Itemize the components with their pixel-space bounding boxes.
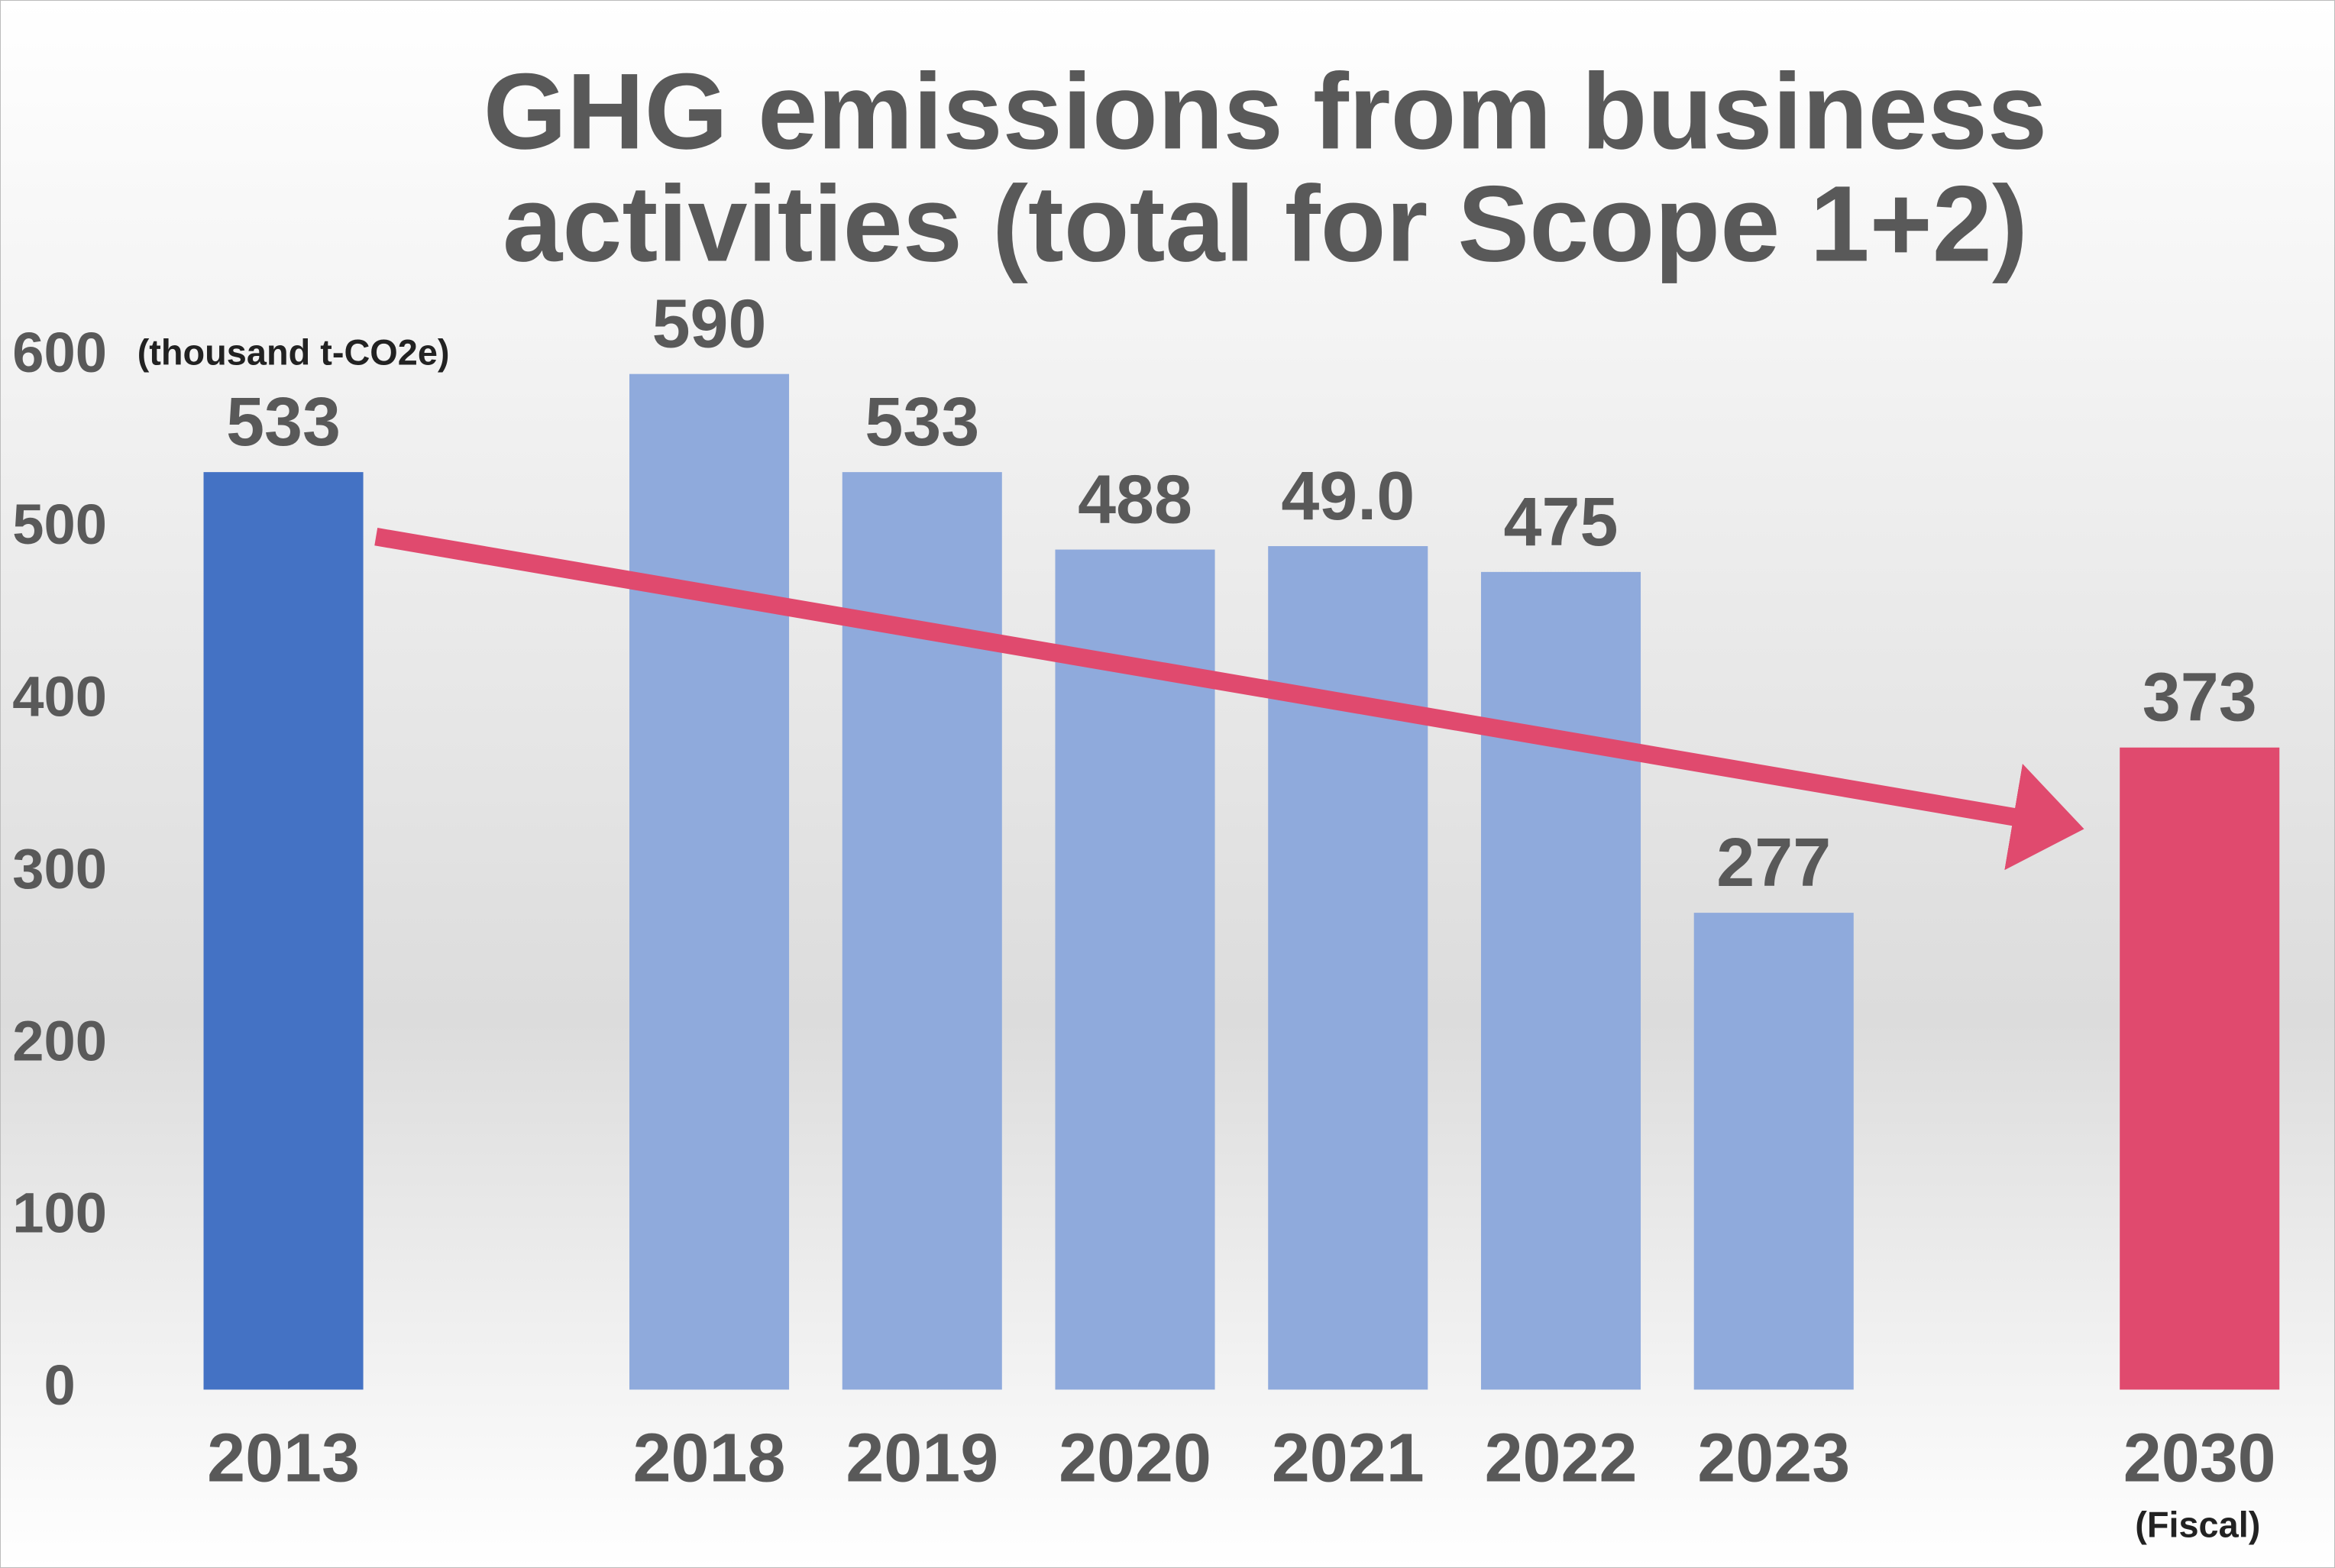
y-tick-label: 300 <box>12 837 107 900</box>
y-tick-label: 200 <box>12 1009 107 1072</box>
value-label: 533 <box>865 383 979 461</box>
bar <box>629 373 790 1390</box>
value-label: 49.0 <box>1281 457 1415 535</box>
x-tick-label: 2022 <box>1485 1419 1638 1496</box>
chart-title: GHG emissions from business <box>483 50 2048 171</box>
x-tick-label: 2020 <box>1059 1419 1211 1496</box>
x-tick-label: 2019 <box>846 1419 998 1496</box>
value-label: 533 <box>226 383 341 461</box>
value-label: 373 <box>2143 659 2257 736</box>
x-tick-label: 2023 <box>1697 1419 1850 1496</box>
x-tick-label: 2018 <box>633 1419 786 1496</box>
y-tick-label: 0 <box>44 1353 75 1417</box>
value-label: 590 <box>652 285 767 362</box>
y-tick-label: 600 <box>12 321 107 384</box>
x-tick-label: 2030 <box>2123 1419 2276 1496</box>
bar <box>1268 546 1428 1390</box>
x-axis-label: (Fiscal) <box>2135 1504 2260 1544</box>
bar <box>2120 747 2280 1390</box>
bar <box>1480 571 1641 1390</box>
bar <box>842 472 1002 1390</box>
y-tick-label: 100 <box>12 1182 107 1245</box>
x-tick-label: 2013 <box>207 1419 360 1496</box>
y-tick-label: 400 <box>12 664 107 728</box>
y-tick-label: 500 <box>12 493 107 556</box>
trend-arrow <box>374 528 2084 871</box>
bar <box>1055 549 1215 1390</box>
x-tick-label: 2021 <box>1272 1419 1425 1496</box>
y-axis-label: (thousand t-CO2e) <box>137 331 450 372</box>
bar <box>1693 913 1854 1390</box>
value-label: 475 <box>1504 483 1619 561</box>
value-label: 488 <box>1078 461 1192 538</box>
value-label: 277 <box>1716 824 1831 901</box>
chart-title: activities (total for Scope 1+2) <box>503 163 2028 283</box>
bar <box>203 472 364 1390</box>
